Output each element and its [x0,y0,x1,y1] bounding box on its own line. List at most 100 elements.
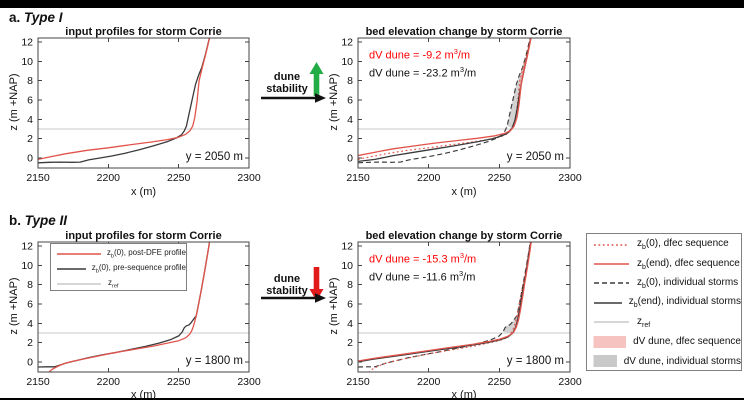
location-label-b-right: y = 1800 m [506,355,564,367]
legend-label: zb(0), post-DFE profile [106,247,186,260]
y-tick-label: 0 [27,357,33,369]
series-red_bend-solid [358,242,532,362]
legend-item: zb(0), dfec sequence [587,235,741,254]
x-tick-label: 2150 [26,172,50,184]
y-tick-label: 6 [347,299,353,311]
y-tick-label: 4 [27,318,33,330]
x-axis-label-a-right: x (m) [451,186,477,198]
legend-outer: zb(0), dfec sequence zb(end), dfec sequen… [586,233,742,371]
dv-text: dV dune = -15.3 m [369,253,460,266]
legend-label: dV dune, dfec sequence [633,336,741,348]
axes-box [357,241,571,373]
arrow-right-icon-b [261,293,326,303]
legend-inner: zb(0), post-DFE profile zb(0), pre-sequen… [50,243,187,291]
y-tick-label: 6 [27,299,33,311]
x-tick-label: 2200 [417,376,441,388]
plot-area-a_right [358,38,570,164]
legend-label: zb(0), dfec sequence [637,238,729,252]
panel-a-title: Type I [24,10,63,25]
panel-b-title: Type II [24,213,68,228]
grayfill-patch-swatch [593,355,617,368]
legend-item: zb(0), post-DFE profile [51,246,186,261]
y-tick-label: 2 [27,337,33,349]
legend-label: zb(end), dfec sequence [637,257,740,271]
x-tick-label: 2200 [97,376,121,388]
axes-box [37,241,250,373]
y-tick-label: 12 [21,37,33,49]
dv-sup: 3 [459,65,464,74]
dv-text: dV dune = -9.2 m [369,49,454,62]
arrow-up-icon [309,62,324,96]
plot-area-b_right [358,242,570,372]
y-tick-label: 2 [27,133,33,145]
legend-label: zb(0), pre-sequence profile [91,263,186,275]
location-label-b-left: y = 1800 m [185,355,243,367]
flow-line1: dune [273,273,301,285]
location-label-a-left: y = 2050 m [185,151,243,163]
dv-text-post: /m [463,253,477,266]
x-tick-label: 2250 [488,172,512,184]
legend-label: zb(0), individual storms [637,276,739,290]
legend-item: zref [51,277,186,292]
series-black_a0-solid [38,38,211,164]
x-axis-label-b-left: x (m) [130,389,157,400]
series-black_b0-dashed [358,242,531,368]
dv-text-post: /m [457,49,471,62]
y-tick-label: 8 [347,279,353,291]
legend-item: zb(end), dfec sequence [587,254,741,273]
legend-item: dV dune, individual storms [587,351,741,370]
series-red_a0-solid [38,38,211,161]
legend-label: zb(end), individual storms [628,296,741,310]
x-tick-label: 2250 [167,376,191,388]
y-tick-label: 0 [347,357,353,369]
y-tick-label: 4 [27,114,33,126]
flow-line2: stability [266,284,308,297]
y-tick-label: 10 [21,56,33,68]
series-red_aend-solid [358,38,532,157]
x-tick-label: 2300 [237,376,261,388]
flow-line1: dune [273,71,301,83]
axes-box [357,37,571,169]
legend-label: zref [108,278,119,291]
dv-annotation-black-b: dV dune = -11.6 m3/m [369,269,475,284]
y-tick-label: 8 [27,75,33,87]
x-tick-label: 2300 [558,376,582,388]
x-axis-label-b-right: x (m) [451,389,477,400]
flow-text-a: dune stability [254,71,320,95]
x-tick-label: 2250 [167,172,191,184]
dv-text-post: /m [463,67,477,80]
plot-title-b-left: input profiles for storm Corrie [65,230,222,242]
x-tick-label: 2150 [346,376,370,388]
panel-b-prefix: b. [9,213,21,228]
series-red_b0-dotted [368,242,531,372]
legend-item: zref [587,313,741,332]
gray-solid-line-swatch [594,321,629,324]
legend-item: zb(end), individual storms [587,293,741,312]
axes-box [37,37,250,169]
series-red_b0-solid [48,242,211,372]
black-solid-line-swatch [57,268,86,270]
top-border-bar [0,0,744,8]
y-tick-label: 4 [347,318,353,330]
y-tick-label: 4 [347,114,353,126]
x-tick-label: 2250 [488,376,512,388]
dv-annotation-red-a: dV dune = -9.2 m3/m [369,47,470,62]
dv-sup: 3 [459,269,464,278]
plot-title-a-right: bed elevation change by storm Corrie [365,26,563,38]
series-black_a0-dashed [358,38,531,164]
y-tick-label: 2 [347,337,353,349]
dv-text: dV dune = -23.2 m [369,67,460,80]
legend-item: zb(0), pre-sequence profile [51,261,186,276]
y-tick-label: 12 [341,37,353,49]
plot-title-b-right: bed elevation change by storm Corrie [365,230,563,242]
x-tick-label: 2150 [26,376,50,388]
legend-item: dV dune, dfec sequence [587,332,741,351]
dv-sup: 3 [453,47,458,56]
y-tick-label: 12 [341,241,353,253]
location-label-a-right: y = 2050 m [506,151,564,163]
y-tick-label: 10 [21,260,33,272]
y-tick-label: 0 [347,153,353,165]
dv-sup: 3 [459,251,464,260]
